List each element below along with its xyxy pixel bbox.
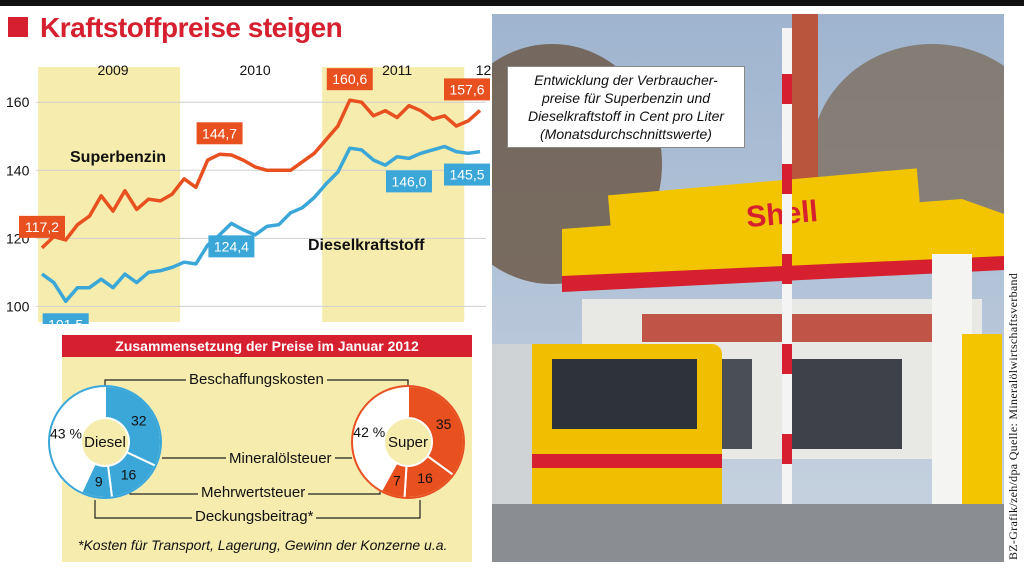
pie-value-label: 7 — [393, 472, 401, 488]
pie-center-label: Super — [388, 434, 428, 451]
chart-title: Kraftstoffpreise steigen — [40, 12, 343, 43]
pie-value-label: 16 — [121, 466, 137, 482]
series-line-dieselkraftstoff — [40, 144, 481, 304]
data-label-box — [208, 235, 255, 258]
pie-value-label: 16 — [417, 470, 433, 486]
data-label: 144,7 — [202, 125, 237, 141]
data-label: 146,0 — [391, 173, 426, 189]
pie-center-label: Diesel — [84, 434, 126, 451]
data-label-box — [444, 163, 490, 186]
data-label-box — [42, 313, 89, 324]
y-tick-label: 160 — [6, 94, 30, 110]
series-name: Dieselkraftstoff — [308, 237, 425, 254]
composition-pies: 32 16 9 43 %Diesel 35 16 7 42 %Super — [48, 379, 465, 519]
pie-value-label: 35 — [436, 416, 452, 432]
pie-value-label: 43 % — [50, 425, 82, 441]
composition-footnote: *Kosten für Transport, Lagerung, Gewinn … — [78, 537, 448, 553]
year-label: 2010 — [240, 62, 271, 78]
pie-ring — [48, 385, 162, 499]
top-rule — [0, 0, 1024, 6]
series-name: Superbenzin — [70, 149, 166, 166]
year-label: 2009 — [97, 62, 128, 78]
chart-description: Entwicklung der Verbraucher- preise für … — [507, 66, 745, 148]
pie-value-label: 9 — [95, 474, 103, 490]
pie-ring — [351, 385, 465, 499]
data-label: 124,4 — [214, 238, 249, 254]
title-marker — [8, 17, 28, 37]
data-label: 157,6 — [449, 81, 484, 97]
year-label: 12 — [476, 62, 492, 78]
y-tick-label: 140 — [6, 162, 30, 178]
pie-value-label: 42 % — [353, 424, 385, 440]
label-beschaffungskosten: Beschaffungskosten — [186, 371, 327, 388]
source-credit: BZ-Grafik/zeh/dpa Quelle: Mineralölwirts… — [1006, 272, 1020, 560]
data-label-box — [444, 78, 490, 101]
data-label-box — [196, 122, 243, 145]
data-label-box — [326, 68, 373, 91]
label-mehrwertsteuer: Mehrwertsteuer — [198, 484, 309, 501]
data-label: 145,5 — [449, 167, 484, 183]
composition-heading: Zusammensetzung der Preise im Januar 201… — [62, 335, 472, 357]
data-label-box — [19, 215, 65, 238]
year-band — [38, 67, 181, 322]
label-deckungsbeitrag: Deckungsbeitrag* — [192, 508, 317, 525]
label-mineraloelsteuer: Mineralölsteuer — [226, 450, 335, 467]
series-line-superbenzin — [40, 98, 482, 250]
data-label-box — [385, 170, 432, 193]
y-tick-label: 100 — [6, 298, 30, 314]
data-label: 101,5 — [48, 316, 83, 324]
pie-value-label: 32 — [131, 413, 147, 429]
data-label: 117,2 — [25, 219, 59, 235]
data-label: 160,6 — [332, 71, 367, 87]
year-label: 2011 — [382, 62, 412, 78]
